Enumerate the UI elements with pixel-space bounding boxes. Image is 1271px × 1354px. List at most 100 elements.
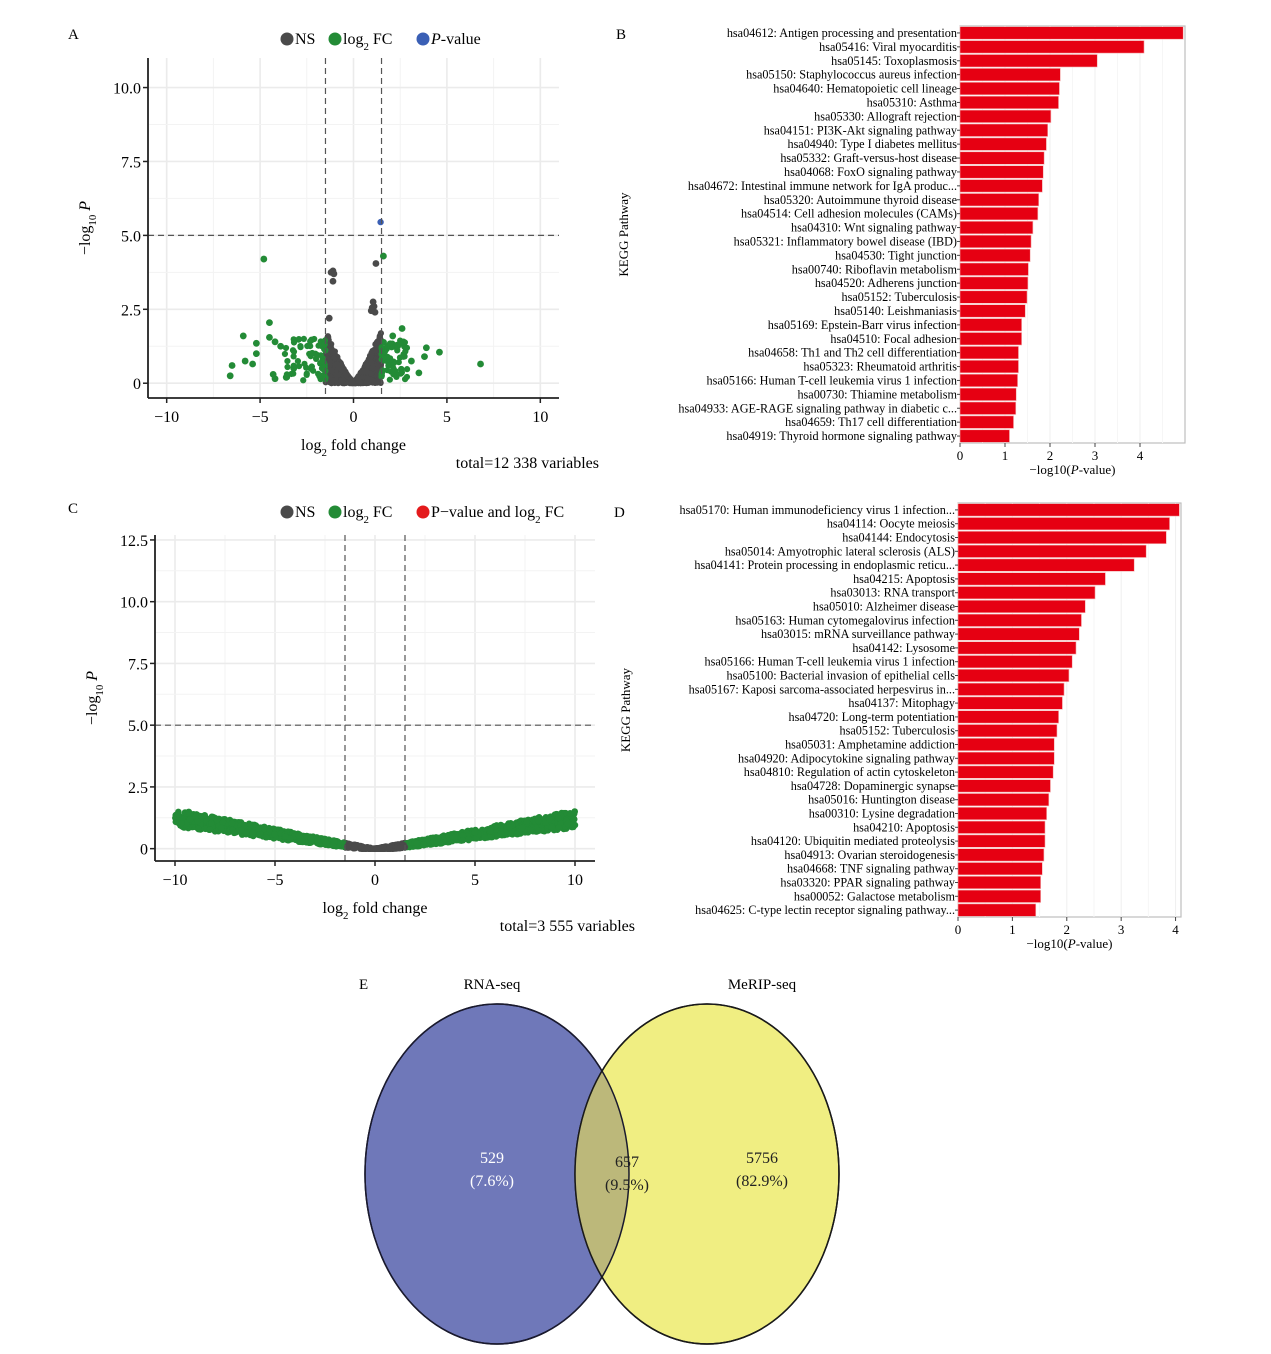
fc-point [295, 336, 302, 343]
bar [959, 248, 1031, 262]
bar [959, 346, 1019, 360]
fc-point [206, 826, 214, 834]
legend-marker-0 [280, 505, 294, 519]
venn-count-rna-only: 529 [480, 1150, 504, 1167]
fc-point [397, 370, 404, 377]
panel-label-d: D [614, 505, 625, 521]
fc-point [194, 817, 201, 825]
bar [959, 401, 1017, 415]
fc-point [304, 342, 311, 350]
category-label: hsa04720: Long-term potentiation [788, 710, 955, 724]
venn-percent-both: (9.5%) [605, 1177, 649, 1194]
fc-point [398, 325, 406, 332]
fc-point [266, 333, 273, 341]
bar [959, 276, 1029, 290]
fc-point [295, 832, 303, 839]
y-tick-label: 12.5 [120, 533, 148, 550]
category-label: hsa04913: Ovarian steroidogenesis [784, 848, 955, 862]
plot-area [957, 502, 1182, 918]
x-tick-label: 1 [1009, 922, 1016, 937]
category-label: hsa05014: Amyotrophic lateral sclerosis … [725, 544, 955, 558]
fc-point [321, 341, 328, 348]
fc-point [300, 377, 307, 384]
bar [957, 641, 1077, 655]
data-points [226, 218, 484, 387]
bar [957, 613, 1082, 627]
fc-point [523, 818, 530, 826]
venn-count-merip-only: 5756 [746, 1150, 778, 1167]
fc-point [396, 354, 404, 361]
fc-point [271, 830, 278, 838]
category-label: hsa05152: Tuberculosis [840, 724, 956, 738]
fc-point [297, 344, 304, 351]
ns-point [364, 375, 371, 382]
category-label: hsa04068: FoxO signaling pathway [784, 165, 958, 179]
category-label: hsa04510: Focal adhesion [830, 332, 957, 346]
y-tick-label: 5.0 [121, 228, 141, 245]
fc-point [208, 814, 215, 822]
fc-point [186, 816, 194, 823]
bar [959, 179, 1043, 193]
category-label: hsa04310: Wnt signaling pathway [791, 221, 958, 235]
fc-point [213, 816, 221, 824]
category-label: hsa05150: Staphylococcus aureus infectio… [746, 68, 957, 82]
kegg-bar-chart-b: hsa04612: Antigen processing and present… [616, 25, 1186, 477]
category-label: hsa04144: Endocytosis [842, 531, 955, 545]
fc-point [387, 368, 394, 375]
category-label: hsa04120: Ubiquitin mediated proteolysis [751, 834, 955, 848]
x-tick-label: 3 [1118, 922, 1125, 937]
category-label: hsa05145: Toxoplasmosis [831, 54, 957, 68]
category-label: hsa05320: Autoimmune thyroid disease [764, 193, 957, 207]
bar [957, 558, 1135, 572]
fc-point [314, 837, 321, 844]
category-label: hsa05170: Human immunodeficiency virus 1… [679, 503, 955, 517]
fc-point [518, 824, 526, 832]
ns-point [329, 349, 337, 356]
fc-point [282, 833, 289, 840]
ns-point [378, 845, 385, 852]
category-label: hsa00310: Lysine degradation [809, 807, 955, 821]
ns-point [325, 314, 333, 322]
fc-point [300, 335, 307, 342]
category-label: hsa04530: Tight junction [835, 248, 957, 262]
panel-label-c: C [68, 501, 78, 517]
bar [957, 503, 1180, 517]
ns-point [368, 370, 375, 377]
ns-point [333, 371, 340, 378]
fc-point [459, 836, 467, 844]
fc-point [260, 255, 268, 263]
y-tick-label: 2.5 [121, 302, 141, 319]
fc-point [394, 347, 401, 354]
x-tick-label: 0 [955, 922, 962, 937]
fc-point [389, 332, 397, 340]
fc-point [555, 824, 563, 832]
category-label: hsa03015: mRNA surveillance pathway [761, 627, 956, 641]
fc-point [477, 360, 484, 368]
category-label: hsa04137: Mitophagy [848, 696, 956, 710]
bar [959, 123, 1049, 137]
fc-point [262, 833, 270, 841]
fc-point [308, 336, 315, 343]
ns-point [344, 843, 351, 850]
fc-point [378, 372, 385, 379]
y-tick-label: 7.5 [128, 656, 148, 673]
category-label: hsa05416: Viral myocarditis [819, 40, 957, 54]
bar [957, 903, 1037, 917]
legend: NS log2 FC P-value [280, 31, 481, 53]
x-axis-label: log2 fold change [301, 437, 406, 459]
bar [959, 207, 1039, 221]
bar [957, 627, 1080, 641]
fc-point [185, 808, 193, 816]
category-label: hsa03320: PPAR signaling pathway [780, 876, 955, 890]
volcano-plot-c: −10 −5 0 5 10 0 2.5 5.0 7.5 10.0 12.5 log2 fold cha… [84, 504, 635, 935]
ns-point [328, 368, 336, 375]
fc-point [277, 342, 285, 350]
legend-label-1: log2 FC [343, 31, 392, 53]
bar [957, 875, 1041, 890]
fc-point [506, 823, 513, 831]
bar [959, 359, 1019, 374]
panel-label-e: E [359, 977, 368, 993]
x-tick-label: 0 [371, 872, 379, 889]
category-label: hsa04940: Type I diabetes mellitus [787, 137, 957, 151]
